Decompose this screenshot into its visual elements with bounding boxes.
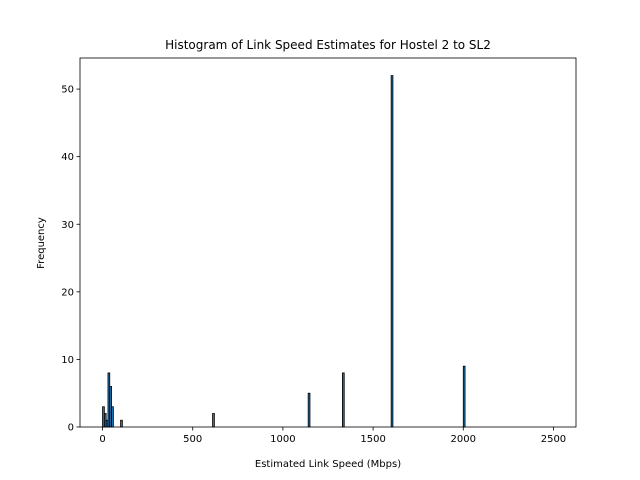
histogram-bar-6 bbox=[120, 419, 123, 428]
x-tick-label-5: 2500 bbox=[541, 434, 566, 445]
histogram-bar-5 bbox=[111, 406, 114, 428]
histogram-bar-9 bbox=[342, 372, 345, 428]
x-tick-label-3: 1500 bbox=[360, 434, 385, 445]
x-axis-ticks: 0 500 1000 1500 2000 2500 bbox=[99, 427, 566, 445]
chart-title: Histogram of Link Speed Estimates for Ho… bbox=[165, 38, 491, 52]
y-axis-ticks: 0 10 20 30 40 50 bbox=[61, 85, 80, 434]
x-tick-label-1: 500 bbox=[183, 434, 202, 445]
x-tick-label-4: 2000 bbox=[451, 434, 476, 445]
y-tick-label-1: 10 bbox=[61, 355, 74, 366]
y-tick-label-4: 40 bbox=[61, 152, 74, 163]
x-tick-label-2: 1000 bbox=[270, 434, 295, 445]
histogram-bar-8 bbox=[307, 392, 311, 428]
y-tick-label-0: 0 bbox=[68, 423, 74, 434]
histogram-bar-10 bbox=[390, 75, 394, 428]
plot-frame bbox=[79, 57, 577, 428]
y-tick-label-3: 30 bbox=[61, 220, 74, 231]
x-axis-label: Estimated Link Speed (Mbps) bbox=[255, 459, 401, 470]
histogram-bar-11 bbox=[462, 365, 466, 428]
y-tick-label-5: 50 bbox=[61, 85, 74, 96]
histogram-bar-7 bbox=[212, 413, 215, 428]
y-axis-label: Frequency bbox=[36, 217, 47, 269]
y-tick-label-2: 20 bbox=[61, 287, 74, 298]
x-tick-label-0: 0 bbox=[99, 434, 105, 445]
bars-group bbox=[102, 75, 466, 428]
